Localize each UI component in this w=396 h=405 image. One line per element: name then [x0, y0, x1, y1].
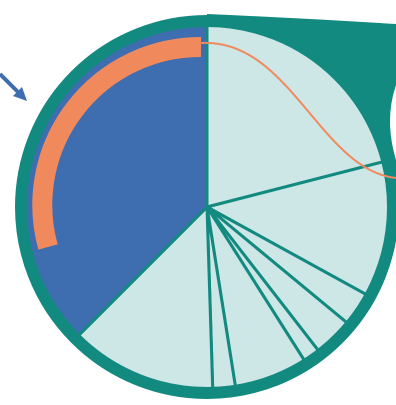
pointer-curve [200, 41, 396, 179]
arrow-shaft [0, 72, 22, 96]
highlight-arc [32, 36, 202, 250]
corner-tab [207, 14, 396, 182]
tab-cutout [390, 85, 396, 160]
pie-ring [15, 15, 396, 399]
arrow-head [13, 87, 27, 101]
